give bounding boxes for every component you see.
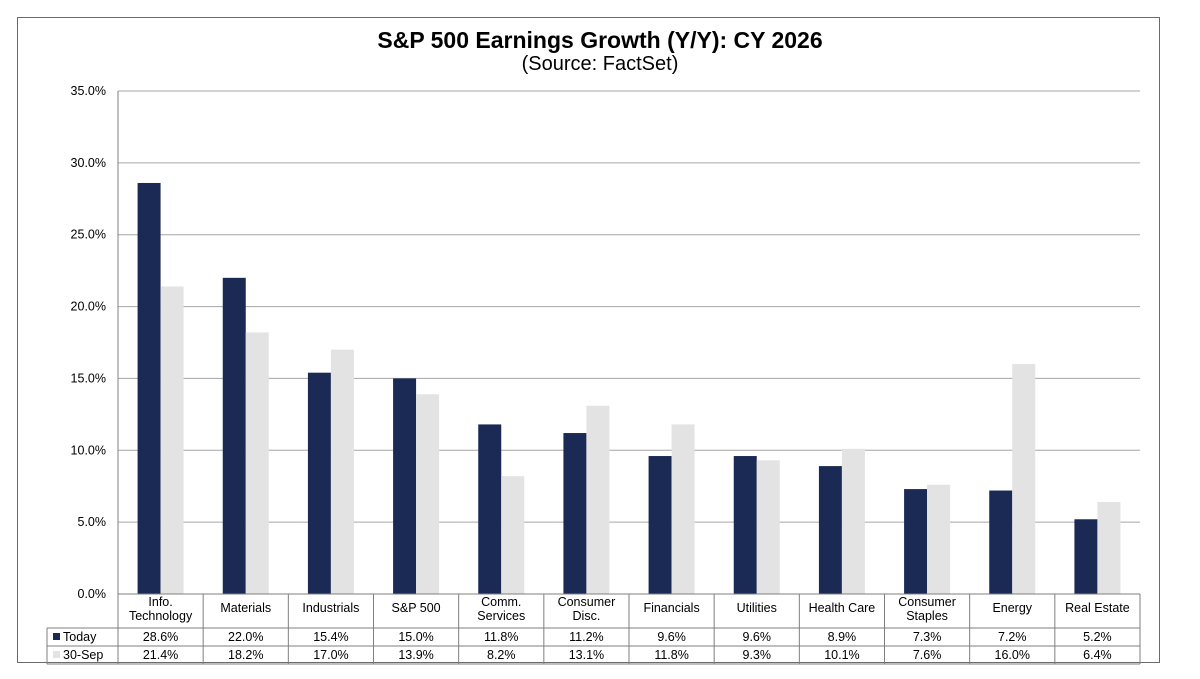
legend-label: Today <box>63 630 97 644</box>
bar-30-sep <box>160 286 184 594</box>
legend-key-30-sep <box>53 651 60 658</box>
chart-subtitle: (Source: FactSet) <box>521 53 679 75</box>
bar-today <box>989 490 1013 594</box>
table-value: 11.8% <box>484 630 519 644</box>
category-label: Materials <box>220 601 271 615</box>
y-tick-label: 15.0% <box>71 371 106 385</box>
bar-30-sep <box>756 460 780 594</box>
bar-today <box>137 182 161 594</box>
bar-today <box>904 489 928 594</box>
table-value: 13.9% <box>398 648 433 662</box>
category-label: Consumer <box>898 595 956 609</box>
bar-30-sep <box>671 424 695 594</box>
bar-today <box>648 456 672 594</box>
table-value: 9.3% <box>743 648 772 662</box>
category-label: Technology <box>129 609 193 623</box>
bar-30-sep <box>586 405 610 594</box>
bar-today <box>393 378 417 594</box>
category-label: Staples <box>906 609 948 623</box>
category-label: Industrials <box>302 601 359 615</box>
bar-30-sep <box>416 394 440 594</box>
category-label: Disc. <box>573 609 601 623</box>
table-value: 11.2% <box>569 630 604 644</box>
legend-label: 30-Sep <box>63 648 103 662</box>
table-value: 9.6% <box>743 630 772 644</box>
bar-today <box>563 433 587 594</box>
y-tick-label: 20.0% <box>71 300 106 314</box>
bar-today <box>733 456 757 594</box>
bar-30-sep <box>1097 502 1121 594</box>
table-value: 15.0% <box>398 630 433 644</box>
category-label: S&P 500 <box>392 601 441 615</box>
table-value: 18.2% <box>228 648 263 662</box>
category-label: Consumer <box>558 595 616 609</box>
bar-30-sep <box>1012 364 1036 594</box>
table-value: 10.1% <box>824 648 859 662</box>
bar-today <box>222 277 246 594</box>
table-value: 9.6% <box>657 630 686 644</box>
table-value: 6.4% <box>1083 648 1112 662</box>
category-label: Real Estate <box>1065 601 1130 615</box>
bar-today <box>307 372 331 594</box>
bar-today <box>1074 519 1098 594</box>
category-label: Comm. <box>481 595 521 609</box>
chart-title: S&P 500 Earnings Growth (Y/Y): CY 2026 <box>377 27 823 53</box>
bar-today <box>818 466 842 594</box>
bar-today <box>478 424 502 594</box>
category-label: Energy <box>992 601 1032 615</box>
table-value: 13.1% <box>569 648 604 662</box>
bar-30-sep <box>841 448 865 594</box>
table-value: 7.3% <box>913 630 942 644</box>
bar-30-sep <box>245 332 269 594</box>
category-label: Services <box>477 609 525 623</box>
y-tick-label: 30.0% <box>71 156 106 170</box>
table-value: 7.2% <box>998 630 1027 644</box>
category-label: Info. <box>148 595 172 609</box>
bar-30-sep <box>927 484 951 594</box>
table-value: 21.4% <box>143 648 178 662</box>
table-value: 8.2% <box>487 648 516 662</box>
table-value: 16.0% <box>995 648 1030 662</box>
bar-30-sep <box>501 476 525 594</box>
table-value: 17.0% <box>313 648 348 662</box>
category-label: Health Care <box>809 601 876 615</box>
y-tick-label: 5.0% <box>78 515 107 529</box>
table-value: 5.2% <box>1083 630 1112 644</box>
y-tick-label: 0.0% <box>78 587 107 601</box>
table-value: 28.6% <box>143 630 178 644</box>
y-tick-label: 35.0% <box>71 84 106 98</box>
y-tick-label: 10.0% <box>71 443 106 457</box>
table-value: 15.4% <box>313 630 348 644</box>
y-tick-label: 25.0% <box>71 228 106 242</box>
category-label: Utilities <box>737 601 777 615</box>
bar-30-sep <box>330 349 354 594</box>
table-value: 11.8% <box>654 648 689 662</box>
category-label: Financials <box>643 601 699 615</box>
table-value: 8.9% <box>828 630 857 644</box>
table-value: 22.0% <box>228 630 263 644</box>
table-value: 7.6% <box>913 648 942 662</box>
legend-key-today <box>53 633 60 640</box>
